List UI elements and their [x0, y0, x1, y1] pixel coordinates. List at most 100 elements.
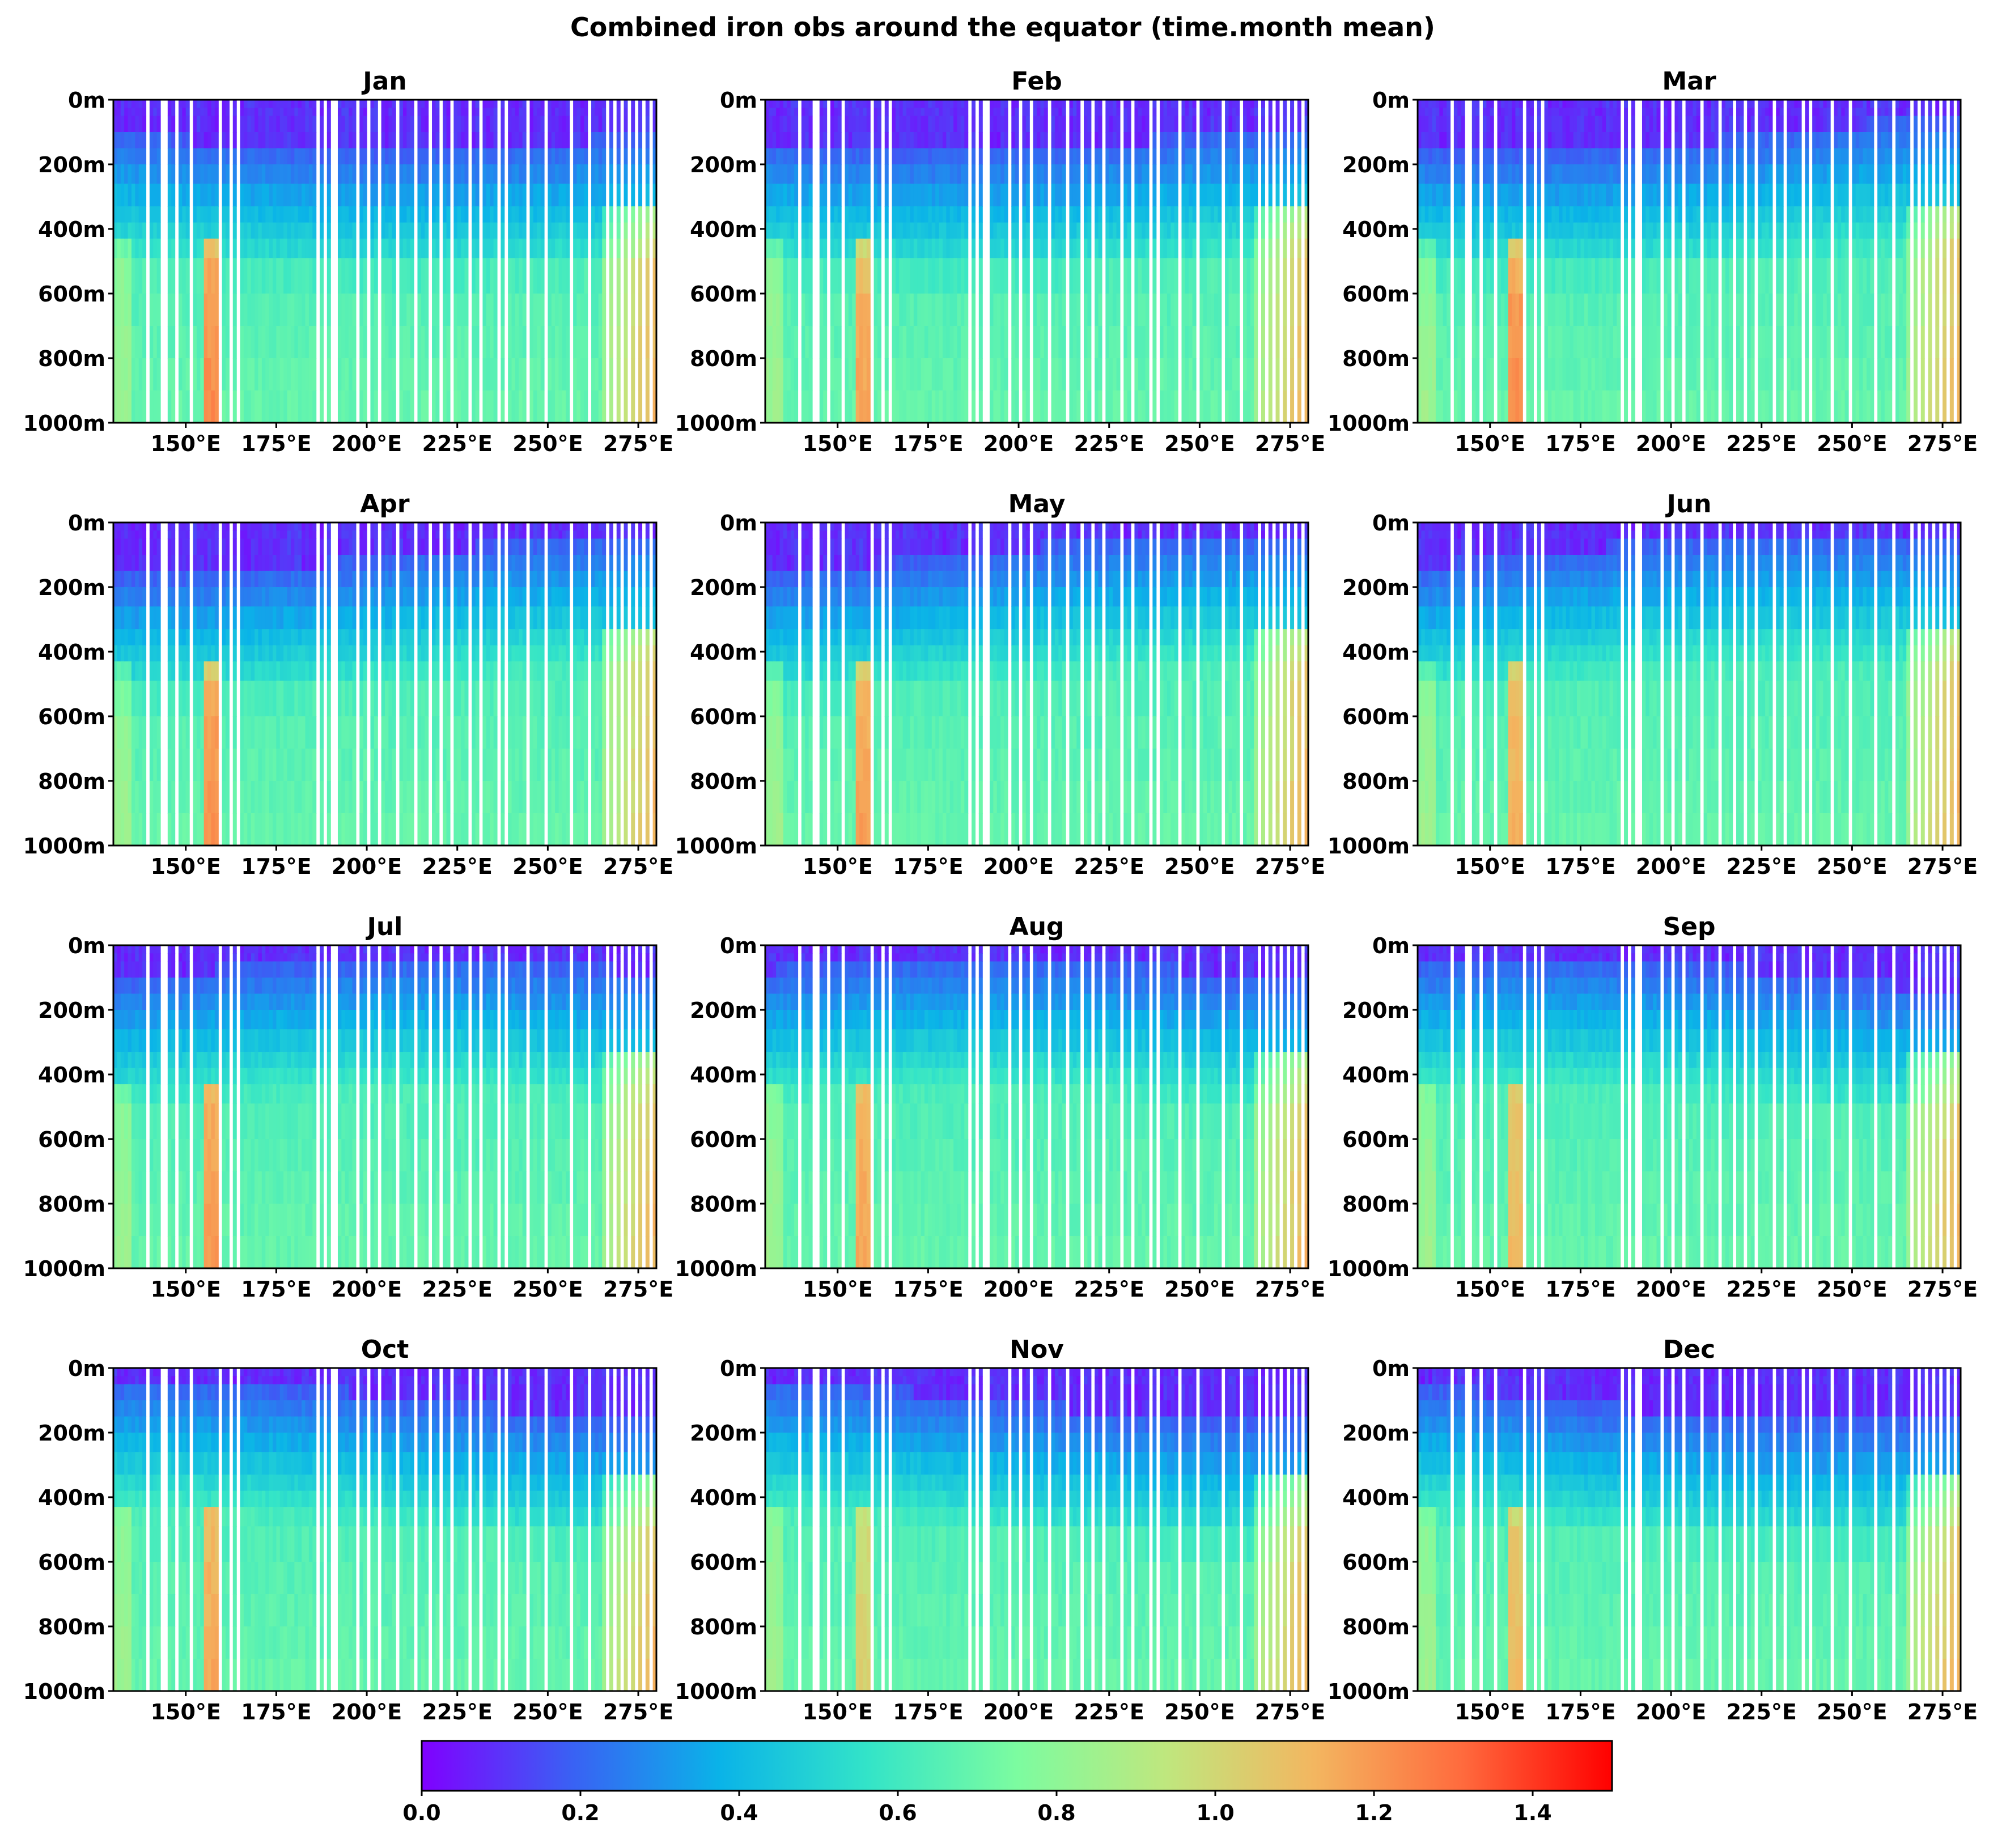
heatmap-cell — [1004, 258, 1008, 294]
heatmap-cell — [435, 239, 440, 258]
heatmap-cell — [207, 164, 212, 184]
heatmap-cell — [207, 206, 212, 223]
heatmap-cell — [1127, 390, 1131, 423]
heatmap-cell — [453, 258, 458, 294]
heatmap-cell — [1508, 108, 1512, 117]
heatmap-cell — [1076, 132, 1081, 149]
heatmap-cell — [1642, 294, 1646, 326]
heatmap-cell — [1826, 148, 1831, 165]
heatmap-cell — [261, 390, 266, 423]
heatmap-cell — [1037, 326, 1041, 359]
heatmap-cell — [287, 239, 291, 258]
heatmap-cell — [1443, 148, 1447, 165]
heatmap-cell — [475, 184, 480, 207]
heatmap-cell — [475, 222, 480, 239]
heatmap-cell — [540, 358, 545, 391]
heatmap-cell — [1290, 239, 1295, 258]
heatmap-cell — [1823, 132, 1827, 149]
heatmap-cell — [1037, 148, 1041, 165]
heatmap-cell — [1203, 258, 1207, 294]
heatmap-cell — [776, 358, 781, 391]
heatmap-cell — [341, 358, 346, 391]
heatmap-cell — [996, 132, 1001, 149]
heatmap-cell — [1428, 132, 1433, 149]
heatmap-cell — [1693, 326, 1697, 359]
heatmap-cell — [1512, 116, 1516, 133]
heatmap-cell — [1243, 258, 1248, 294]
heatmap-cell — [363, 390, 367, 423]
heatmap-cell — [399, 184, 404, 207]
heatmap-cell — [522, 148, 527, 165]
heatmap-cell — [928, 164, 932, 184]
heatmap-cell — [1174, 294, 1178, 326]
heatmap-cell — [381, 100, 385, 108]
heatmap-cell — [823, 116, 828, 133]
heatmap-cell — [852, 390, 856, 423]
heatmap-cell — [1707, 116, 1711, 133]
heatmap-cell — [1642, 132, 1646, 149]
heatmap-cell — [1689, 206, 1693, 223]
heatmap-cell — [1667, 148, 1672, 165]
heatmap-cell — [240, 258, 244, 294]
heatmap-cell — [1095, 358, 1099, 391]
heatmap-cell — [1580, 390, 1585, 423]
heatmap-cell — [783, 326, 787, 359]
heatmap-cell — [1526, 206, 1530, 223]
heatmap-cell — [859, 116, 864, 133]
heatmap-cell — [548, 164, 552, 184]
heatmap-cell — [265, 258, 270, 294]
heatmap-cell — [1562, 164, 1567, 184]
heatmap-cell — [461, 326, 465, 359]
heatmap-cell — [251, 222, 255, 239]
heatmap-cell — [1199, 206, 1204, 223]
heatmap-cell — [392, 358, 396, 391]
heatmap-cell — [1750, 206, 1755, 223]
heatmap-cell — [1163, 108, 1168, 117]
heatmap-cell — [255, 108, 259, 117]
heatmap-cell — [1631, 116, 1635, 133]
heatmap-cell — [794, 206, 799, 223]
heatmap-cell — [261, 222, 266, 239]
heatmap-cell — [1283, 294, 1287, 326]
heatmap-cell — [222, 108, 226, 117]
heatmap-cell — [1852, 294, 1856, 326]
heatmap-cell — [1123, 390, 1128, 423]
heatmap-cell — [185, 164, 190, 184]
heatmap-cell — [949, 164, 954, 184]
heatmap-cell — [1246, 239, 1251, 258]
heatmap-cell — [1461, 358, 1465, 391]
heatmap-cell — [1837, 258, 1842, 294]
heatmap-cell — [783, 116, 787, 133]
heatmap-cell — [222, 132, 226, 149]
heatmap-cell — [779, 326, 784, 359]
heatmap-cell — [461, 116, 465, 133]
heatmap-cell — [1750, 239, 1755, 258]
heatmap-cell — [1116, 239, 1121, 258]
heatmap-cell — [1819, 108, 1823, 117]
heatmap-cell — [153, 116, 158, 133]
heatmap-cell — [1185, 108, 1189, 117]
heatmap-cell — [805, 148, 809, 165]
heatmap-cell — [1062, 184, 1066, 207]
heatmap-cell — [1268, 108, 1273, 117]
heatmap-cell — [1095, 222, 1099, 239]
heatmap-cell — [899, 108, 904, 117]
heatmap-cell — [866, 108, 871, 117]
heatmap-cell — [1515, 258, 1520, 294]
heatmap-cell — [1512, 222, 1516, 239]
heatmap-cell — [255, 222, 259, 239]
heatmap-cell — [1022, 326, 1027, 359]
heatmap-cell — [652, 206, 657, 223]
heatmap-cell — [381, 258, 385, 294]
heatmap-cell — [1649, 100, 1653, 108]
heatmap-cell — [1555, 206, 1559, 223]
heatmap-cell — [1566, 132, 1570, 149]
heatmap-cell — [1859, 116, 1864, 133]
heatmap-cell — [1283, 164, 1287, 184]
heatmap-cell — [1225, 108, 1229, 117]
heatmap-cell — [385, 116, 389, 133]
heatmap-cell — [425, 132, 429, 149]
heatmap-cell — [616, 390, 621, 423]
heatmap-cell — [1844, 358, 1849, 391]
heatmap-cell — [417, 164, 422, 184]
